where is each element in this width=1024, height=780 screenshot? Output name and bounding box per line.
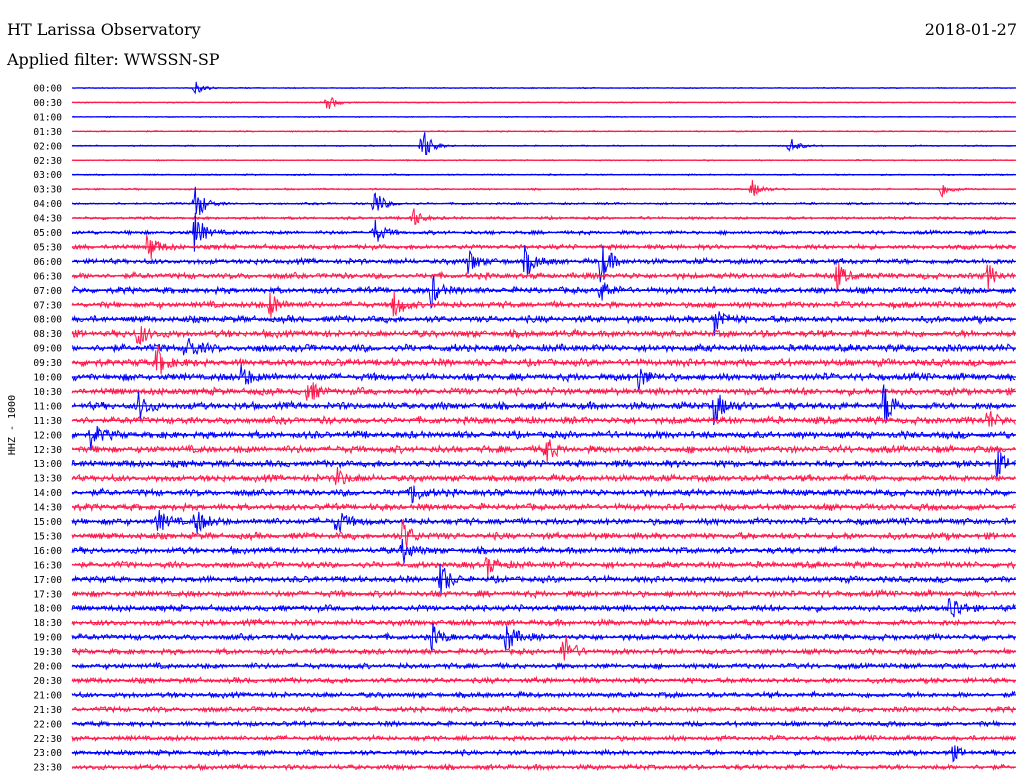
time-label: 11:30: [33, 416, 62, 427]
trace-line: [71, 291, 1016, 318]
trace-line: [71, 556, 1016, 578]
trace-line: [71, 326, 1016, 345]
time-label: 14:00: [33, 488, 62, 499]
time-label: 19:30: [33, 647, 62, 658]
time-label: 23:30: [33, 763, 62, 774]
trace-line: [71, 623, 1016, 653]
trace-line: [71, 705, 1016, 714]
trace-line: [71, 518, 1016, 548]
time-label: 15:30: [33, 531, 62, 542]
time-label: 07:30: [33, 300, 62, 311]
time-label: 22:00: [33, 719, 62, 730]
trace-line: [71, 466, 1016, 486]
record-date: 2018-01-27: [924, 20, 1017, 39]
trace-line: [71, 439, 1016, 463]
trace-line: [71, 384, 1016, 426]
time-label: 00:00: [33, 84, 62, 95]
trace-line: [71, 661, 1016, 671]
trace-line: [71, 501, 1016, 513]
time-label: 05:30: [33, 242, 62, 253]
time-label: 16:00: [33, 546, 62, 557]
time-label: 02:00: [33, 141, 62, 152]
time-label: 18:30: [33, 618, 62, 629]
time-label: 12:30: [33, 445, 62, 456]
trace-line: [71, 410, 1016, 427]
trace-line: [71, 485, 1016, 504]
time-label: 17:00: [33, 575, 62, 586]
time-label: 19:00: [33, 633, 62, 644]
time-label: 09:00: [33, 344, 62, 355]
time-label: 12:00: [33, 430, 62, 441]
time-label: 16:30: [33, 560, 62, 571]
time-label: 13:00: [33, 459, 62, 470]
time-label: 21:00: [33, 690, 62, 701]
time-label: 21:30: [33, 705, 62, 716]
time-label: 01:30: [33, 127, 62, 138]
time-label: 00:30: [33, 98, 62, 109]
time-label: 14:30: [33, 503, 62, 514]
trace-line: [71, 179, 1016, 198]
time-label: 20:30: [33, 676, 62, 687]
time-label: 03:30: [33, 185, 62, 196]
time-label: 17:30: [33, 589, 62, 600]
time-label: 07:00: [33, 286, 62, 297]
trace-line: [71, 719, 1016, 729]
observatory-title: HT Larissa Observatory: [7, 20, 201, 39]
trace-line: [71, 763, 1016, 772]
trace-line: [71, 208, 1016, 225]
time-label: 03:00: [33, 170, 62, 181]
time-label: 15:00: [33, 517, 62, 528]
trace-line: [71, 745, 1016, 763]
time-label: 23:00: [33, 748, 62, 759]
channel-axis-label: HHZ - 1000: [7, 395, 18, 455]
time-label: 13:30: [33, 474, 62, 485]
trace-line: [71, 337, 1016, 356]
time-label: 04:00: [33, 199, 62, 210]
time-label: 18:00: [33, 604, 62, 615]
applied-filter-label: Applied filter: WWSSN-SP: [7, 50, 220, 69]
time-label: 08:00: [33, 315, 62, 326]
time-label: 10:30: [33, 387, 62, 398]
time-label: 11:00: [33, 401, 62, 412]
trace-line: [71, 245, 1016, 283]
time-label: 06:30: [33, 271, 62, 282]
time-label: 10:00: [33, 373, 62, 384]
time-label: 02:30: [33, 156, 62, 167]
trace-line: [71, 96, 1016, 109]
time-label: 22:30: [33, 734, 62, 745]
time-label: 01:00: [33, 112, 62, 123]
time-label: 06:00: [33, 257, 62, 268]
trace-line: [71, 311, 1016, 336]
trace-line: [71, 675, 1016, 685]
seismic-traces: [71, 81, 1016, 772]
time-label: 20:00: [33, 662, 62, 673]
trace-line: [71, 186, 1016, 216]
time-label: 09:30: [33, 358, 62, 369]
trace-line: [71, 275, 1016, 309]
time-label: 04:30: [33, 214, 62, 225]
trace-line: [71, 538, 1016, 564]
time-label: 08:30: [33, 329, 62, 340]
time-label: 05:00: [33, 228, 62, 239]
trace-line: [71, 132, 1016, 156]
trace-line: [71, 636, 1016, 661]
time-labels: 00:00 00:30 01:00 01:30 02:00 02:30 03:00 03:30…: [33, 84, 62, 774]
